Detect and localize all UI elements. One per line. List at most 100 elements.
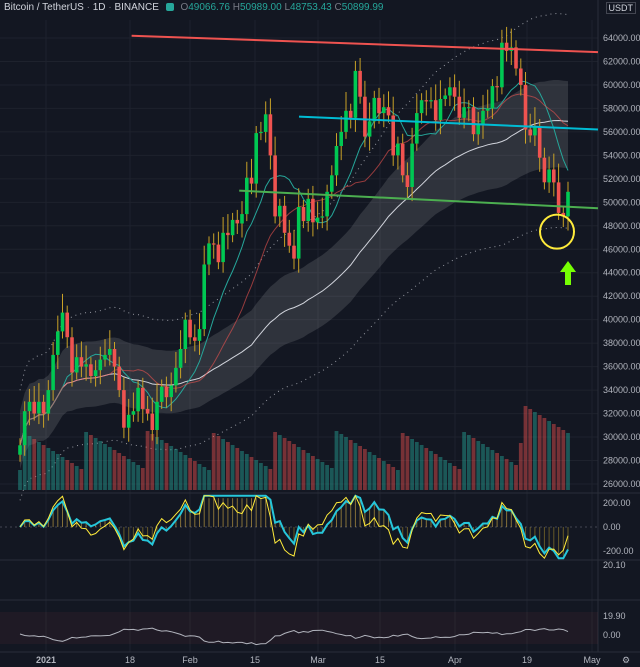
candle-body <box>523 84 528 130</box>
candles <box>18 26 570 462</box>
candle-body <box>448 87 452 96</box>
price-tick-label: 34000.00 <box>603 385 640 395</box>
candle-body <box>136 387 140 412</box>
candle-body <box>481 110 485 125</box>
volume-bar <box>315 459 320 490</box>
candle-body <box>164 386 169 398</box>
candle-body <box>98 359 103 371</box>
volume-bar <box>438 457 443 490</box>
candle-body <box>500 42 504 88</box>
volume-bar <box>429 451 433 490</box>
candle-body <box>504 42 509 51</box>
volume-bar <box>230 445 235 490</box>
volume-bar <box>396 470 400 490</box>
volume-bar <box>400 433 405 490</box>
volume-bar <box>452 466 457 490</box>
volume-bar <box>386 464 391 490</box>
volume-bar <box>174 449 178 490</box>
volume-bar <box>523 406 528 490</box>
indicator1: 200.00 0.00 -200.00 <box>0 494 634 560</box>
volume-bar <box>471 438 476 490</box>
volume-bar <box>178 452 183 490</box>
candle-body <box>344 110 348 132</box>
candle-body <box>476 124 480 135</box>
time-tick-label: Mar <box>310 655 326 665</box>
candle-body <box>410 143 414 187</box>
volume-bar <box>339 434 344 490</box>
candle-body <box>519 68 523 85</box>
candle-body <box>386 107 391 116</box>
volume-bar <box>358 446 362 490</box>
volume-bar <box>348 440 353 490</box>
symbol-name[interactable]: Bitcoin / TetherUS <box>4 2 84 13</box>
price-axis: 64000.00 62000.00 60000.00 58000.00 56000.00… <box>603 33 640 489</box>
candle-body <box>367 121 372 137</box>
market-status-icon <box>165 3 174 11</box>
volume-bar <box>159 440 164 490</box>
candle-body <box>216 244 221 263</box>
candle-body <box>268 114 273 156</box>
candle-body <box>145 408 150 414</box>
volume-bar <box>277 435 282 490</box>
indicator2-tick-label: 0.00 <box>603 630 621 640</box>
candle-body <box>32 401 36 414</box>
time-tick-label: 15 <box>250 655 260 665</box>
candle-body <box>22 411 27 446</box>
exchange-label: BINANCE <box>114 2 159 13</box>
candle-body <box>174 367 178 386</box>
candle-body <box>348 110 353 118</box>
candle-body <box>377 97 381 114</box>
volume-bar <box>466 435 471 490</box>
time-tick-label: 2021 <box>36 655 56 665</box>
currency-unit[interactable]: USDT <box>605 2 636 14</box>
volume-bar <box>150 434 155 490</box>
volume-bar <box>556 427 561 490</box>
volume-bar <box>490 450 495 490</box>
candle-body <box>320 216 325 218</box>
volume-bar <box>107 447 112 490</box>
volume-bar <box>353 443 358 490</box>
volume-bar <box>301 450 306 490</box>
candle-body <box>230 219 235 236</box>
volume-bar <box>202 467 207 490</box>
price-tick-label: 54000.00 <box>603 150 640 160</box>
ma-slow <box>19 119 569 446</box>
candle-body <box>89 364 93 376</box>
time-tick-label: 15 <box>375 655 385 665</box>
volume-bar <box>325 465 329 490</box>
price-tick-label: 44000.00 <box>603 268 640 278</box>
candle-body <box>18 445 22 455</box>
volume-bar <box>103 444 107 490</box>
candle-body <box>226 232 230 236</box>
volume-bar <box>74 466 79 490</box>
candle-body <box>122 390 126 428</box>
close-value: 50899.99 <box>341 2 384 13</box>
volume-bar <box>244 454 249 490</box>
volume-bar <box>287 441 292 490</box>
candle-body <box>159 386 164 402</box>
resistance-line <box>131 34 599 54</box>
low-value: 48753.43 <box>290 2 332 13</box>
volume-bar <box>192 461 197 490</box>
candle-body <box>263 114 268 132</box>
interval-label[interactable]: 1D <box>92 2 106 13</box>
volume-bar <box>405 436 410 490</box>
volume-bar <box>122 456 126 490</box>
volume-bar <box>311 456 315 490</box>
candle-body <box>112 349 117 367</box>
candle-body <box>415 113 419 144</box>
volume-bar <box>136 465 140 490</box>
volume-bar <box>112 450 117 490</box>
volume-bar <box>22 433 27 490</box>
volume-bar <box>433 454 438 490</box>
candle-body <box>391 115 395 156</box>
candle-body <box>193 337 197 341</box>
candle-body <box>65 312 69 338</box>
candle-body <box>382 107 386 114</box>
candle-body <box>202 264 206 330</box>
price-tick-label: 56000.00 <box>603 127 640 137</box>
price-tick-label: 58000.00 <box>603 103 640 113</box>
high-label: H <box>232 2 240 13</box>
volume-bar <box>363 449 367 490</box>
